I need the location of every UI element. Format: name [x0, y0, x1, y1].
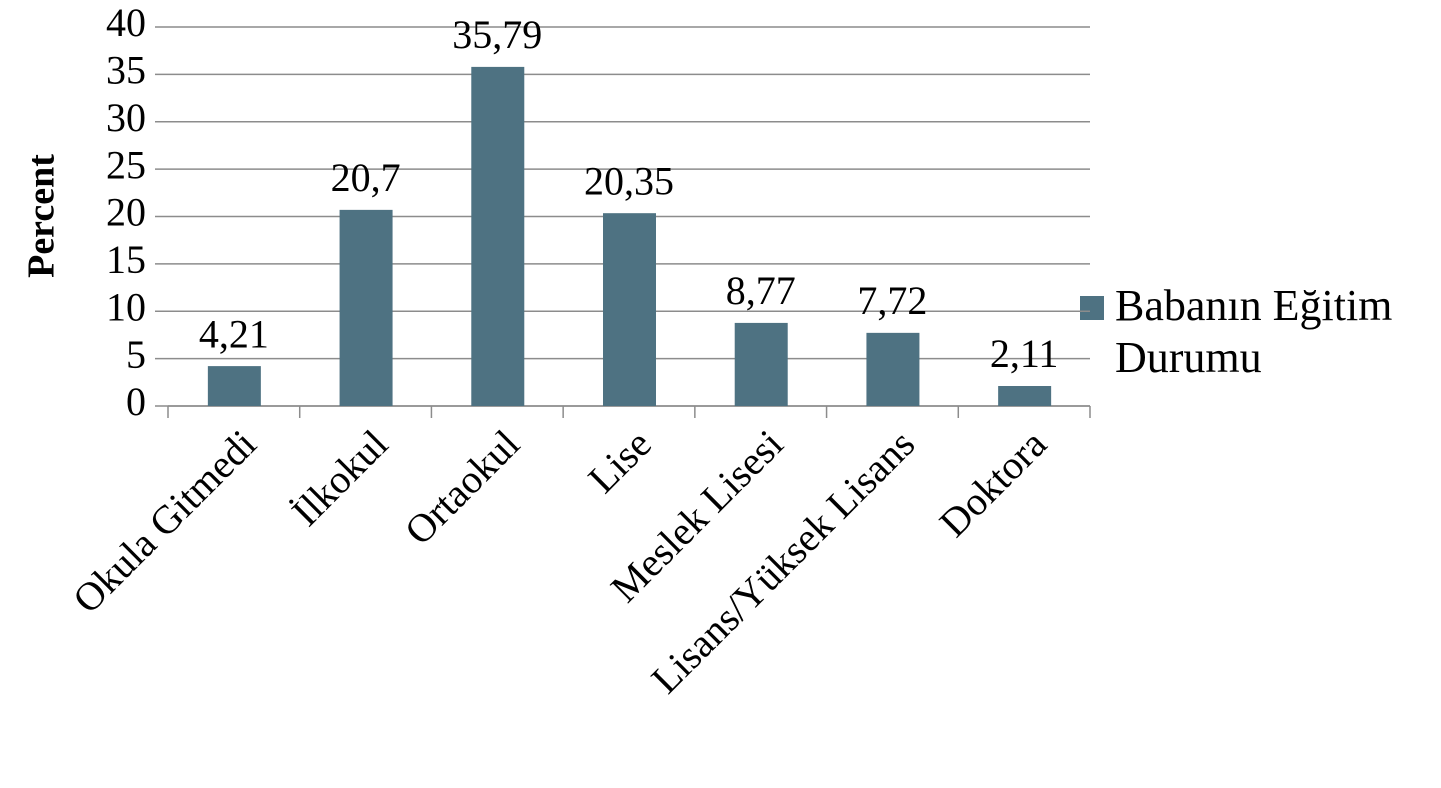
x-tick-label: Lise	[579, 421, 660, 502]
bar	[734, 322, 788, 406]
bar	[998, 386, 1052, 406]
x-tick-label: İlkokul	[283, 421, 397, 535]
bar	[207, 366, 261, 406]
bar	[339, 209, 393, 406]
y-tick-label: 35	[106, 48, 146, 93]
value-label: 8,77	[726, 268, 796, 313]
y-tick-label: 40	[106, 0, 146, 45]
value-label: 35,79	[452, 12, 542, 57]
y-tick-label: 25	[106, 142, 146, 187]
y-tick-label: 20	[106, 190, 146, 235]
value-label: 7,72	[857, 278, 927, 323]
x-tick-label: Doktora	[930, 421, 1055, 546]
value-label: 2,11	[990, 331, 1059, 376]
x-tick-label: Lisans/Yüksek Lisans	[642, 421, 923, 702]
y-tick-label: 0	[126, 379, 146, 424]
y-tick-label: 5	[126, 332, 146, 377]
y-axis-label: Percent	[21, 154, 63, 278]
legend-label: Babanın Eğitim Durumu	[1115, 281, 1393, 382]
y-tick-label: 30	[106, 95, 146, 140]
x-tick-label: Okula Gitmedi	[64, 421, 265, 622]
bar	[603, 213, 656, 406]
bar	[471, 66, 525, 407]
value-label: 20,7	[331, 155, 401, 200]
value-label: 20,35	[584, 158, 674, 203]
value-label: 4,21	[199, 311, 269, 356]
legend-swatch	[1080, 296, 1104, 320]
y-tick-label: 10	[106, 284, 146, 329]
bar	[866, 332, 920, 406]
y-tick-label: 15	[106, 237, 146, 282]
x-tick-label: Ortaokul	[396, 421, 528, 553]
